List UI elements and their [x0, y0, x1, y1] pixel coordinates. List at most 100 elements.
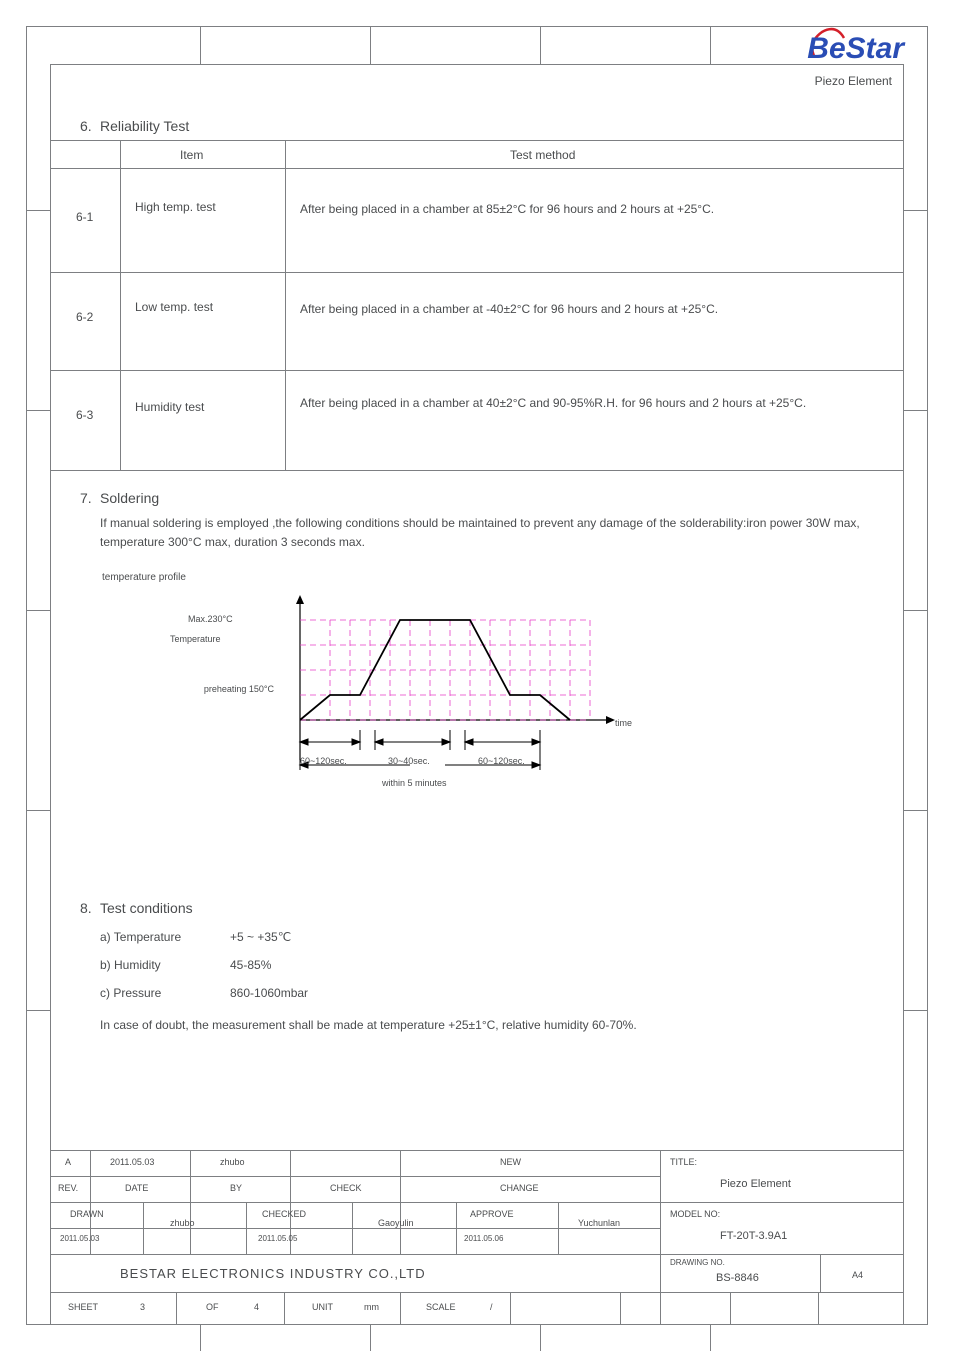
section7-title: Soldering [100, 490, 159, 506]
section8-title: Test conditions [100, 900, 193, 916]
section8-number: 8. [80, 900, 92, 916]
tb-line [50, 1254, 904, 1255]
unit-label: UNIT [312, 1302, 333, 1312]
x-seg: 30~40sec. [388, 756, 430, 766]
tb-line [400, 1150, 401, 1254]
table-line [50, 272, 904, 273]
frame-tick [26, 1010, 50, 1011]
rev-date: 2011.05.03 [110, 1157, 154, 1167]
rev-change: NEW [500, 1157, 521, 1167]
row-idx: 6-3 [76, 408, 93, 422]
tb-line [50, 1292, 904, 1293]
frame-tick [370, 1325, 371, 1351]
row-idx: 6-1 [76, 210, 93, 224]
frame-tick [540, 1325, 541, 1351]
model-label: MODEL NO: [670, 1209, 720, 1219]
signoff-role: CHECKED [262, 1209, 306, 1219]
tb-line [400, 1292, 401, 1325]
signoff-name: Gaoyulin [378, 1218, 414, 1228]
signoff-date: 2011.05.05 [258, 1234, 297, 1243]
rev-hdr: CHECK [330, 1183, 362, 1193]
table-line [50, 140, 904, 141]
tb-line [456, 1202, 457, 1254]
model-value: FT-20T-3.9A1 [720, 1230, 787, 1242]
rev-by: zhubo [220, 1157, 245, 1167]
frame-tick [904, 810, 928, 811]
row-idx: 6-2 [76, 310, 93, 324]
frame-tick [904, 410, 928, 411]
tb-line [50, 1202, 904, 1203]
section6-number: 6. [80, 118, 92, 134]
format: A4 [852, 1270, 863, 1280]
tb-line [818, 1292, 819, 1325]
drawing-no-value: BS-8846 [716, 1272, 759, 1284]
frame-tick [710, 26, 711, 64]
y-label: Temperature [170, 634, 221, 644]
frame-tick [26, 410, 50, 411]
frame-tick [26, 810, 50, 811]
frame-tick [710, 1325, 711, 1351]
section7-number: 7. [80, 490, 92, 506]
tb-line [50, 1228, 660, 1229]
cond-label: c) Pressure [100, 986, 161, 1000]
row-method: After being placed in a chamber at 40±2°… [300, 394, 870, 413]
tb-line [660, 1150, 661, 1325]
cond-val: 45-85% [230, 958, 271, 972]
cond-val: +5 ~ +35℃ [230, 930, 291, 944]
table-line [120, 140, 121, 470]
y-tick: Max.230°C [188, 614, 233, 624]
sheet-label: SHEET [68, 1302, 98, 1312]
signoff-role: DRAWN [70, 1209, 104, 1219]
tb-line [558, 1202, 559, 1254]
frame-tick [904, 1010, 928, 1011]
temp-profile-label: temperature profile [102, 572, 186, 583]
section7-desc: If manual soldering is employed ,the fol… [100, 514, 860, 552]
tb-line [176, 1292, 177, 1325]
cond-val: 860-1060mbar [230, 986, 308, 1000]
table-header-item: Item [180, 148, 203, 162]
x-seg: 60~120sec. [300, 756, 347, 766]
table-line [50, 370, 904, 371]
logo-text: BeStar [807, 32, 904, 66]
unit-value: mm [364, 1302, 379, 1312]
frame-tick [26, 610, 50, 611]
title-value: Piezo Element [720, 1178, 791, 1190]
rev-hdr: REV. [58, 1183, 78, 1193]
row-method: After being placed in a chamber at 85±2°… [300, 200, 870, 219]
of-value: 4 [254, 1302, 259, 1312]
signoff-date: 2011.05.03 [60, 1234, 99, 1243]
tb-line [352, 1202, 353, 1254]
row-name: Humidity test [135, 400, 275, 414]
signoff-date: 2011.05.06 [464, 1234, 503, 1243]
frame-tick [200, 26, 201, 64]
drawing-no-label: DRAWING NO. [670, 1258, 725, 1267]
title-label: TITLE: [670, 1157, 697, 1167]
frame-tick [26, 210, 50, 211]
row-method: After being placed in a chamber at -40±2… [300, 300, 870, 319]
frame-tick [904, 610, 928, 611]
row-name: High temp. test [135, 200, 275, 214]
table-line [285, 140, 286, 470]
y-tick: preheating 150°C [184, 684, 274, 694]
signoff-name: Yuchunlan [578, 1218, 620, 1228]
cond-label: b) Humidity [100, 958, 161, 972]
tb-line [820, 1254, 821, 1292]
rev-letter: A [65, 1157, 71, 1167]
scale-value: / [490, 1302, 493, 1312]
rev-hdr: BY [230, 1183, 242, 1193]
x-total: within 5 minutes [382, 778, 447, 788]
tb-line [143, 1202, 144, 1254]
rev-hdr: DATE [125, 1183, 148, 1193]
table-line [50, 470, 904, 471]
tb-line [50, 1176, 660, 1177]
x-seg: 60~120sec. [478, 756, 525, 766]
frame-tick [370, 26, 371, 64]
frame-tick [540, 26, 541, 64]
frame-tick [904, 210, 928, 211]
sheet-value: 3 [140, 1302, 145, 1312]
cond-label: a) Temperature [100, 930, 181, 944]
table-line [50, 168, 904, 169]
tb-line [730, 1292, 731, 1325]
tb-line [246, 1202, 247, 1254]
tb-line [620, 1292, 621, 1325]
